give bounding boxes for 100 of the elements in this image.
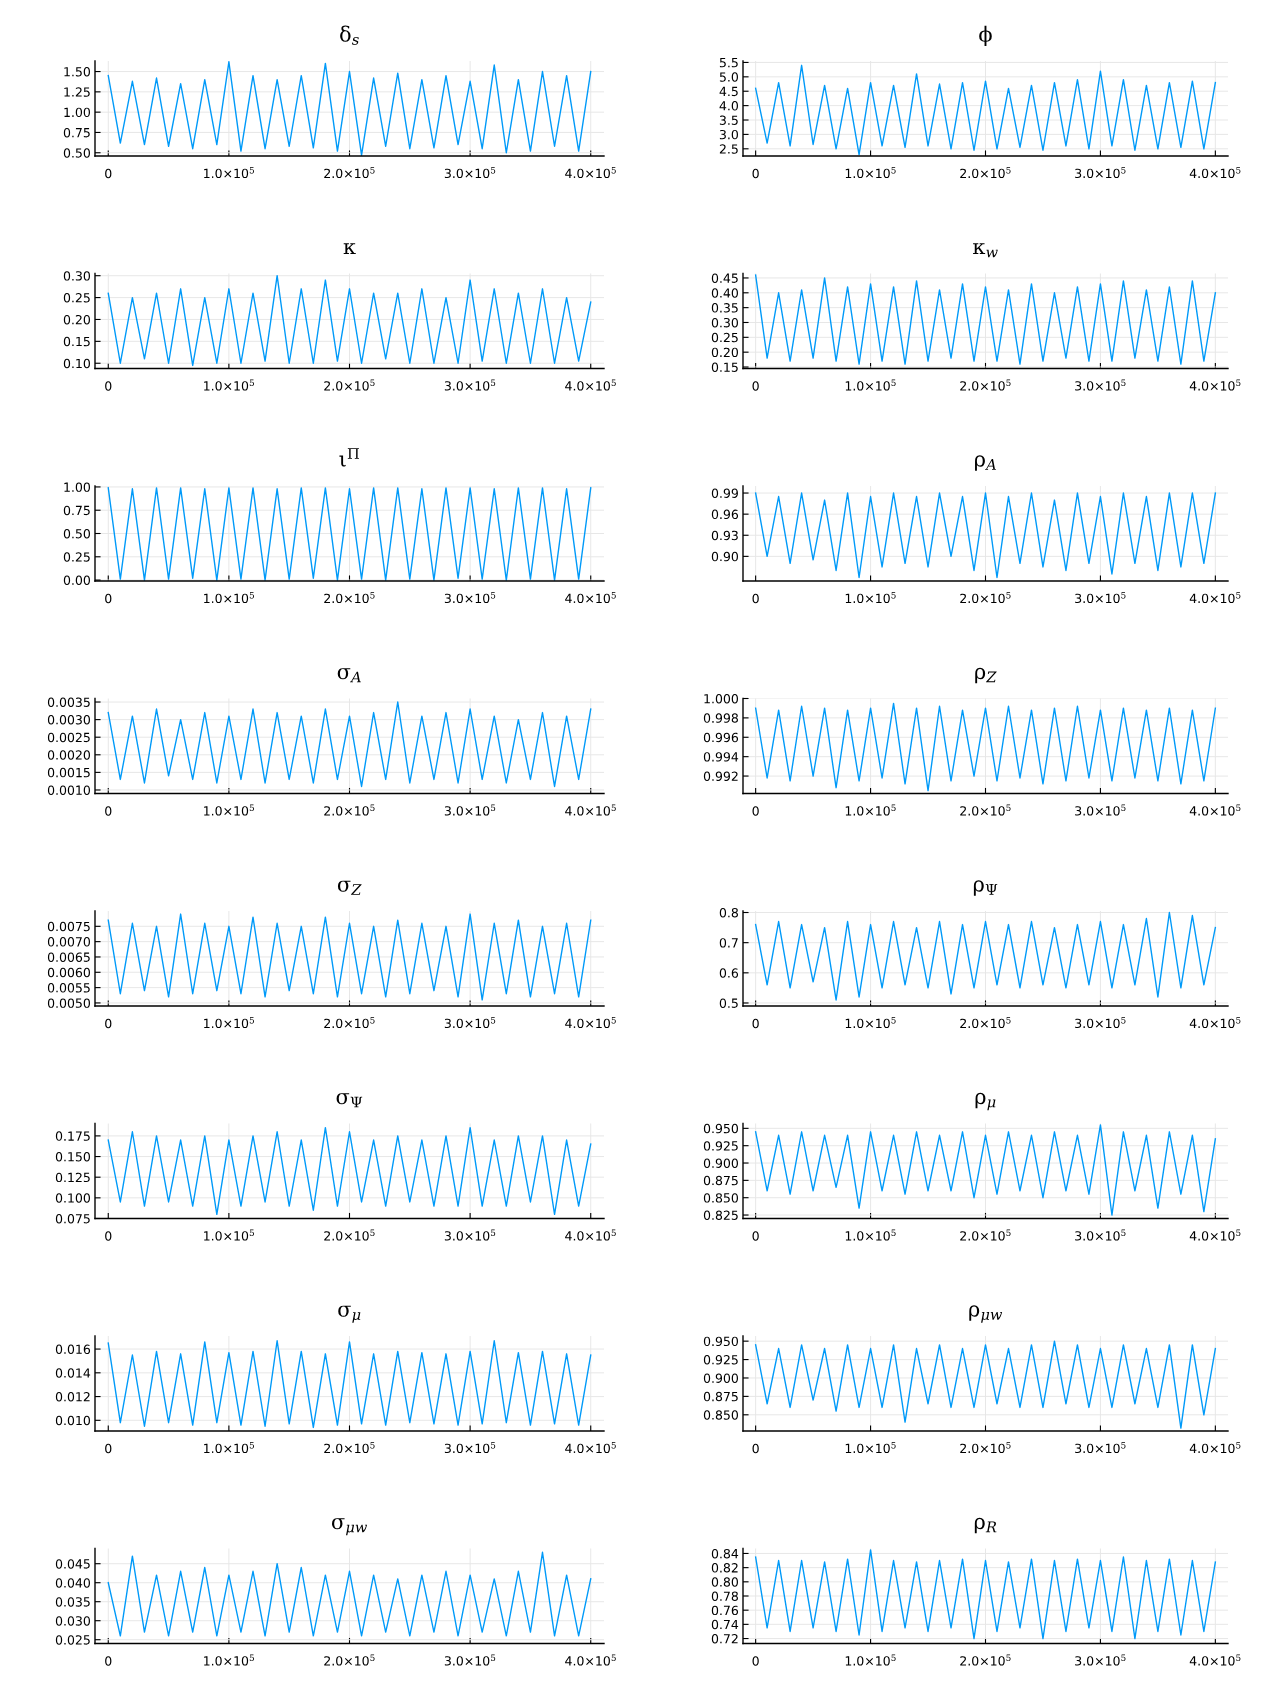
x-tick-label: 1.0×10$^{5}$	[845, 1654, 896, 1666]
y-tick-label: 0.175	[55, 1131, 90, 1141]
y-tick-label: 0.76	[711, 1605, 739, 1616]
y-tick-label: 0.82	[711, 1563, 738, 1573]
x-tick-label: 3.0×10$^{5}$	[1075, 804, 1126, 816]
y-tick-label: 0.40	[711, 288, 738, 298]
y-tick-label: 3.0	[719, 129, 738, 140]
chart-title: κ$_{w}$	[973, 243, 998, 258]
y-tick-label: 0.74	[711, 1619, 739, 1630]
line-series	[107, 487, 592, 581]
y-tick-label: 0.50	[63, 148, 90, 158]
y-tick-label: 0.0020	[47, 750, 90, 760]
x-tick-label: 2.0×10$^{5}$	[324, 1229, 375, 1241]
y-tick-label: 0.012	[55, 1392, 90, 1402]
chart-title: σ$_{Z}$	[337, 880, 362, 895]
y-tick-label: 0.014	[55, 1368, 91, 1378]
x-tick-label: 2.0×10$^{5}$	[324, 592, 375, 604]
y-tick-label: 0.030	[55, 1616, 90, 1626]
y-tick-label: 0.0035	[47, 697, 90, 707]
line-series	[754, 1340, 1217, 1429]
y-tick-label: 0.075	[55, 1213, 90, 1224]
y-tick-label: 1.000	[704, 693, 738, 704]
y-tick-label: 0.90	[711, 551, 738, 562]
x-tick-label: 3.0×10$^{5}$	[444, 1229, 496, 1241]
y-tick-label: 0.875	[703, 1391, 738, 1402]
line-series	[754, 911, 1217, 1001]
y-tick-label: 0.00	[63, 575, 90, 585]
y-tick-label: 0.50	[63, 528, 90, 539]
x-tick-label: 4.0×10$^{5}$	[1189, 1654, 1241, 1666]
chart-title: ρ$_{Z}$	[975, 667, 997, 684]
y-tick-label: 0.35	[711, 303, 738, 313]
y-tick-label: 4.5	[719, 86, 738, 97]
x-tick-label: 0	[105, 806, 112, 816]
y-tick-label: 0.045	[55, 1559, 90, 1569]
x-tick-label: 2.0×10$^{5}$	[324, 1017, 375, 1029]
y-tick-label: 0.825	[703, 1210, 738, 1220]
x-tick-label: 1.0×10$^{5}$	[204, 379, 254, 391]
y-tick-label: 5.0	[719, 72, 738, 82]
x-tick-label: 4.0×10$^{5}$	[1189, 804, 1241, 816]
x-tick-label: 0	[105, 381, 112, 391]
x-tick-label: 1.0×10$^{5}$	[204, 1442, 254, 1454]
x-tick-label: 2.0×10$^{5}$	[960, 1017, 1011, 1029]
line-series	[754, 1124, 1217, 1216]
y-tick-label: 1.00	[64, 107, 90, 118]
x-tick-label: 0	[752, 1018, 759, 1029]
y-tick-label: 0.7	[719, 938, 738, 948]
y-tick-label: 0.5	[719, 998, 738, 1008]
y-tick-label: 0.875	[703, 1175, 738, 1186]
x-tick-label: 3.0×10$^{5}$	[444, 592, 496, 604]
x-tick-label: 1.0×10$^{5}$	[204, 592, 254, 604]
line-series	[107, 1551, 592, 1637]
line-series	[107, 1340, 592, 1429]
y-tick-label: 0.75	[63, 127, 90, 138]
y-tick-label: 0.99	[711, 488, 738, 498]
y-tick-label: 0.30	[711, 317, 738, 328]
y-tick-label: 0.0050	[47, 998, 90, 1008]
x-tick-label: 0	[752, 381, 759, 391]
x-tick-label: 3.0×10$^{5}$	[444, 804, 496, 816]
x-tick-label: 0	[105, 1443, 112, 1454]
x-tick-label: 4.0×10$^{5}$	[1189, 1442, 1241, 1454]
x-tick-label: 4.0×10$^{5}$	[565, 1442, 616, 1454]
x-tick-label: 1.0×10$^{5}$	[204, 1017, 254, 1029]
x-tick-label: 0	[105, 1231, 112, 1241]
x-tick-label: 4.0×10$^{5}$	[1189, 167, 1241, 179]
x-tick-label: 0	[105, 1018, 112, 1029]
x-tick-label: 3.0×10$^{5}$	[444, 1442, 496, 1454]
x-tick-label: 3.0×10$^{5}$	[444, 1654, 496, 1666]
x-tick-label: 2.0×10$^{5}$	[960, 804, 1011, 816]
line-series	[754, 702, 1217, 792]
x-tick-label: 2.0×10$^{5}$	[960, 1654, 1011, 1666]
y-tick-label: 0.040	[55, 1578, 90, 1588]
x-tick-label: 4.0×10$^{5}$	[565, 167, 616, 179]
y-tick-label: 0.6	[719, 968, 739, 978]
y-tick-label: 0.100	[55, 1193, 90, 1203]
chart-title: σ$_{A}$	[337, 668, 361, 683]
x-tick-label: 1.0×10$^{5}$	[845, 1442, 896, 1454]
x-tick-label: 1.0×10$^{5}$	[204, 167, 254, 179]
y-tick-label: 0.0070	[47, 937, 90, 947]
x-tick-label: 3.0×10$^{5}$	[1075, 379, 1126, 391]
x-tick-label: 1.0×10$^{5}$	[845, 1017, 896, 1029]
x-tick-label: 0	[105, 1656, 112, 1666]
x-tick-label: 1.0×10$^{5}$	[845, 592, 896, 604]
x-tick-label: 4.0×10$^{5}$	[1189, 592, 1241, 604]
x-tick-label: 4.0×10$^{5}$	[1189, 1017, 1241, 1029]
x-tick-label: 3.0×10$^{5}$	[444, 379, 496, 391]
x-tick-label: 1.0×10$^{5}$	[845, 804, 896, 816]
y-tick-label: 0.0075	[47, 921, 90, 932]
x-tick-label: 4.0×10$^{5}$	[565, 1017, 616, 1029]
y-tick-label: 0.025	[55, 1635, 90, 1645]
y-tick-label: 0.992	[703, 771, 738, 781]
x-tick-label: 1.0×10$^{5}$	[204, 1229, 254, 1241]
y-tick-label: 0.0025	[47, 732, 90, 743]
chart-title: σ$_{Ψ}$	[336, 1093, 363, 1108]
chart-title: σ$_{μ}$	[338, 1305, 361, 1323]
y-tick-label: 0.925	[703, 1141, 738, 1151]
x-tick-label: 3.0×10$^{5}$	[1075, 1654, 1126, 1666]
x-tick-label: 3.0×10$^{5}$	[1075, 1442, 1126, 1454]
y-tick-label: 1.25	[64, 87, 90, 97]
line-series	[107, 274, 592, 367]
x-tick-label: 0	[752, 1656, 759, 1666]
